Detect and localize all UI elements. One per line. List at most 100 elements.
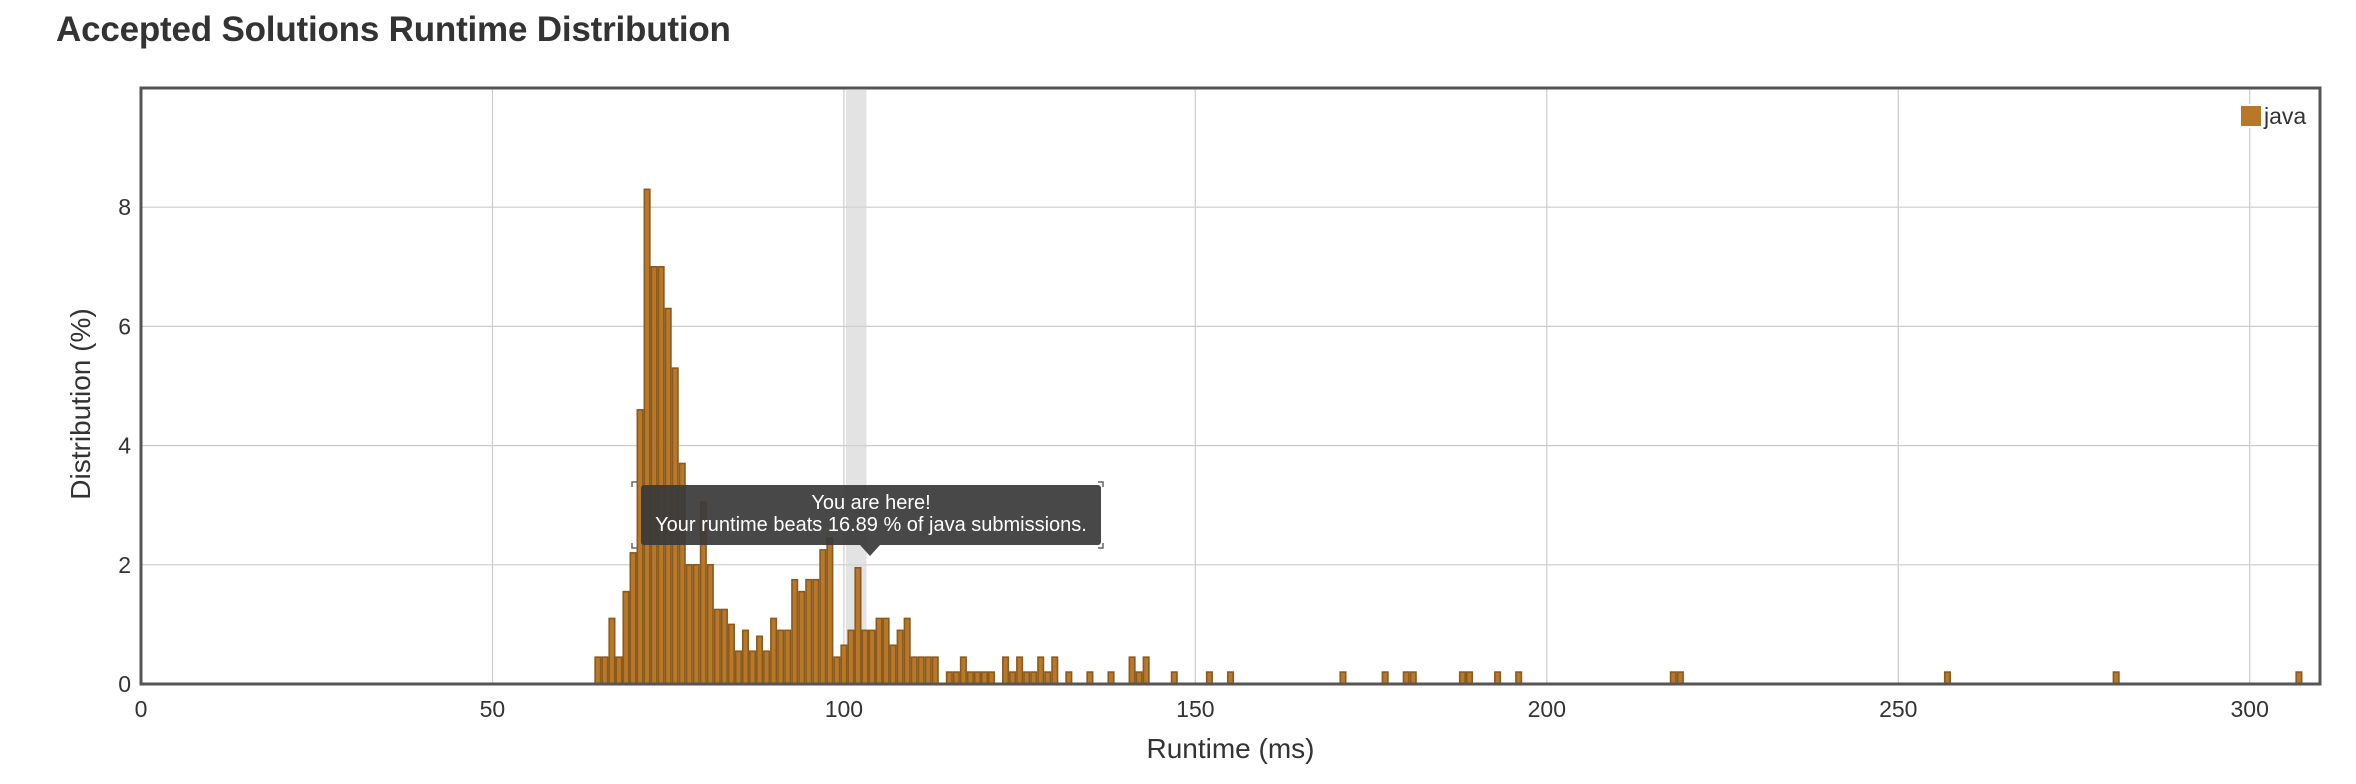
histogram-bar[interactable] [777, 629, 785, 685]
histogram-bar[interactable] [798, 590, 806, 685]
histogram-bar[interactable] [1086, 671, 1094, 685]
histogram-bar[interactable] [1339, 671, 1347, 685]
histogram-bar[interactable] [1205, 671, 1213, 685]
histogram-bar[interactable] [1065, 671, 1073, 685]
histogram-bar[interactable] [1515, 671, 1523, 685]
histogram-bar[interactable] [854, 566, 862, 685]
x-tick-label: 0 [135, 696, 148, 722]
histogram-bar[interactable] [734, 650, 743, 685]
histogram-bar[interactable] [1128, 656, 1136, 685]
histogram-bar[interactable] [1170, 671, 1178, 685]
histogram-bar[interactable] [1676, 671, 1684, 685]
histogram-bar[interactable] [791, 578, 799, 685]
histogram-bar[interactable] [987, 671, 996, 685]
histogram-bar[interactable] [615, 656, 623, 685]
x-axis-title: Runtime (ms) [1146, 733, 1314, 764]
histogram-bar[interactable] [1044, 671, 1052, 685]
histogram-bar[interactable] [720, 608, 728, 685]
histogram-bar[interactable] [875, 617, 883, 685]
histogram-bar[interactable] [819, 549, 827, 685]
histogram-bar[interactable] [1107, 671, 1115, 685]
x-tick-label: 250 [1879, 696, 1917, 722]
histogram-bar[interactable] [643, 188, 651, 685]
histogram-bar[interactable] [812, 578, 820, 685]
histogram-bar[interactable] [706, 563, 714, 685]
histogram-bar[interactable] [741, 629, 750, 685]
histogram-bar[interactable] [1002, 656, 1010, 685]
histogram-bar[interactable] [594, 656, 602, 685]
histogram-bar[interactable] [1669, 671, 1677, 685]
histogram-bar[interactable] [1402, 671, 1410, 685]
x-axis-ticks: 0 50 100 150 200 250 300 [135, 696, 2269, 722]
histogram-bar[interactable] [896, 629, 904, 685]
histogram-bar[interactable] [1409, 671, 1417, 685]
histogram-bar[interactable] [833, 656, 841, 685]
histogram-bar[interactable] [1009, 671, 1017, 685]
tooltip-title: You are here! [811, 492, 930, 514]
page-title: Accepted Solutions Runtime Distribution [56, 10, 731, 49]
histogram-bar[interactable] [889, 644, 897, 685]
tooltip-corner [1098, 481, 1104, 487]
histogram-bar[interactable] [1465, 671, 1474, 685]
histogram-bar[interactable] [629, 552, 637, 685]
legend-swatch-java [2239, 104, 2263, 128]
histogram-bar[interactable] [1051, 656, 1059, 685]
histogram-bar[interactable] [713, 608, 721, 685]
x-tick-label: 300 [2231, 696, 2269, 722]
tooltip-corner-marks [631, 481, 1104, 549]
y-tick-label: 4 [118, 433, 131, 459]
y-tick-label: 8 [118, 194, 131, 220]
histogram-bar[interactable] [2112, 671, 2120, 685]
histogram-bar[interactable] [903, 617, 911, 685]
histogram-bar[interactable] [952, 671, 960, 685]
histogram-bar[interactable] [1037, 656, 1045, 685]
histogram-bar[interactable] [966, 671, 974, 685]
histogram-bar[interactable] [2295, 671, 2303, 685]
histogram-bar[interactable] [608, 617, 616, 685]
histogram-bar[interactable] [840, 644, 848, 685]
histogram-bar[interactable] [763, 650, 771, 685]
histogram-bar[interactable] [1458, 671, 1466, 685]
histogram-bar[interactable] [1381, 671, 1389, 685]
histogram-bar[interactable] [1016, 656, 1024, 685]
histogram-bar[interactable] [1135, 671, 1143, 685]
histogram-bar[interactable] [861, 629, 869, 685]
histogram-bar[interactable] [601, 656, 609, 685]
histogram-bar[interactable] [685, 563, 693, 685]
histogram-bar[interactable] [882, 617, 890, 685]
tooltip-arrow [860, 545, 880, 556]
y-tick-label: 0 [118, 671, 131, 697]
histogram-bar[interactable] [1142, 656, 1150, 685]
legend[interactable]: java [2239, 103, 2306, 129]
histogram-bar[interactable] [826, 537, 834, 685]
histogram-bar[interactable] [622, 590, 630, 685]
histogram-bar[interactable] [650, 265, 658, 685]
histogram-bar[interactable] [1023, 671, 1031, 685]
histogram-bar[interactable] [770, 617, 778, 685]
histogram-bar[interactable] [727, 623, 735, 685]
histogram-bar[interactable] [847, 629, 855, 685]
histogram-bar[interactable] [1030, 671, 1038, 685]
histogram-bar[interactable] [945, 671, 953, 685]
histogram-bar[interactable] [980, 671, 989, 685]
histogram-bar[interactable] [910, 656, 918, 685]
histogram-bar[interactable] [868, 629, 876, 685]
histogram-bar[interactable] [931, 656, 939, 685]
histogram-bar[interactable] [1494, 671, 1502, 685]
histogram-bar[interactable] [973, 671, 981, 685]
histogram-bar[interactable] [756, 635, 764, 685]
histogram-bar[interactable] [1943, 671, 1952, 685]
tooltip-corner [631, 481, 637, 487]
histogram-bar[interactable] [924, 656, 932, 685]
histogram-bar[interactable] [636, 409, 644, 685]
histogram-bar[interactable] [748, 650, 757, 685]
y-tick-label: 2 [118, 552, 131, 578]
y-tick-label: 6 [118, 313, 131, 339]
histogram-bar[interactable] [805, 578, 813, 685]
histogram-bar[interactable] [692, 563, 700, 685]
histogram-bar[interactable] [657, 265, 665, 685]
histogram-bar[interactable] [959, 656, 967, 685]
histogram-bar[interactable] [917, 656, 925, 685]
histogram-bar[interactable] [784, 629, 792, 685]
histogram-bar[interactable] [1226, 671, 1235, 685]
